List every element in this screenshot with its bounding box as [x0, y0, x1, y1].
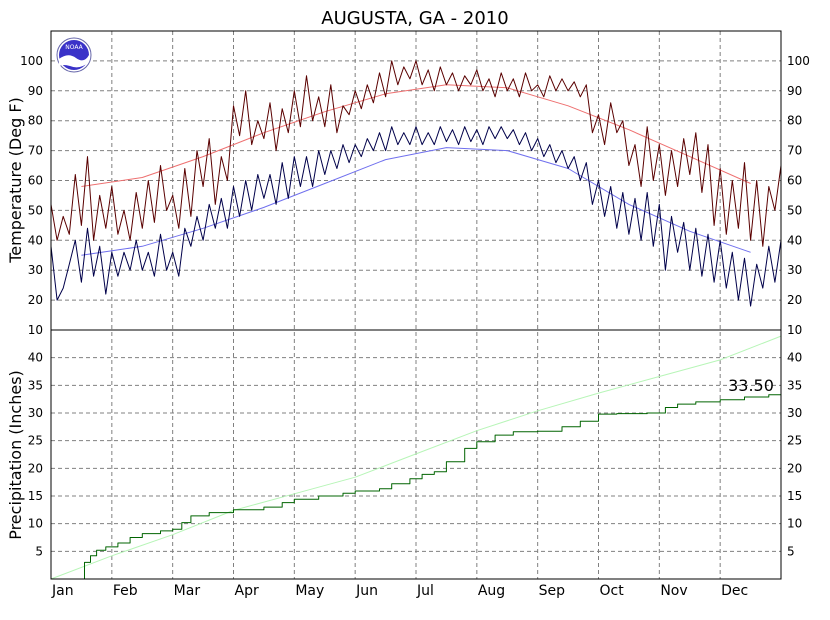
series-layer: [50, 60, 782, 580]
temperature-tick-label-left: 90: [28, 84, 43, 98]
axis-layer: 10 10 20 20 30 30 40 40 50 50 60 60 70 70 80 80 90 90 100 1…: [20, 54, 810, 599]
precipitation-tick-label-left: 30: [28, 406, 43, 420]
precipitation-tick-label-right: 30: [787, 406, 802, 420]
temperature-tick-label-right: 30: [787, 263, 802, 277]
daily-low-line: [50, 126, 782, 307]
precipitation-tick-label-right: 20: [787, 461, 802, 475]
month-tick-label: Oct: [600, 583, 625, 599]
precipitation-tick-label-right: 40: [787, 351, 802, 365]
month-tick-label: Mar: [174, 583, 201, 599]
chart-title: AUGUSTA, GA - 2010: [321, 8, 508, 29]
precipitation-tick-label-left: 5: [35, 544, 43, 558]
temperature-axis-label: Temperature (Deg F): [6, 97, 25, 264]
precipitation-tick-label-right: 25: [787, 434, 802, 448]
temperature-tick-label-left: 80: [28, 114, 43, 128]
precipitation-total-annotation: 33.50: [728, 376, 774, 395]
month-tick-label: Apr: [235, 583, 259, 599]
precipitation-axis-label: Precipitation (Inches): [6, 370, 25, 540]
temperature-tick-label-right: 90: [787, 84, 802, 98]
temperature-tick-label-right: 60: [787, 174, 802, 188]
precipitation-tick-label-right: 5: [787, 544, 795, 558]
normal-precipitation-line: [50, 335, 782, 580]
month-tick-label: May: [295, 583, 324, 599]
precipitation-tick-label-left: 25: [28, 434, 43, 448]
precipitation-tick-label-right: 15: [787, 489, 802, 503]
temperature-tick-label-right: 70: [787, 144, 802, 158]
grid-layer: [51, 31, 781, 579]
temperature-tick-label-left: 40: [28, 233, 43, 247]
observed-precipitation-line: [51, 393, 782, 580]
temperature-tick-label-right: 80: [787, 114, 802, 128]
precipitation-tick-label-left: 15: [28, 489, 43, 503]
month-tick-label: Jun: [355, 583, 378, 599]
temperature-tick-label-left: 70: [28, 144, 43, 158]
month-tick-label: Feb: [113, 583, 138, 599]
precipitation-tick-label-left: 40: [28, 351, 43, 365]
precipitation-tick-label-right: 10: [787, 517, 802, 531]
normal-high-line: [81, 84, 751, 187]
precipitation-tick-label-left: 10: [28, 517, 43, 531]
temperature-tick-label-left: 20: [28, 293, 43, 307]
precipitation-tick-label-left: 20: [28, 461, 43, 475]
normal-low-line: [81, 147, 751, 256]
precipitation-tick-label-left: 35: [28, 378, 43, 392]
precipitation-plot-frame: [50, 329, 782, 580]
temperature-tick-label-right: 10: [787, 323, 802, 337]
noaa-logo-icon: NOAA: [56, 37, 92, 73]
month-tick-label: Aug: [478, 583, 505, 599]
temperature-tick-label-left: 30: [28, 263, 43, 277]
temperature-tick-label-left: 60: [28, 174, 43, 188]
month-tick-label: Jan: [51, 583, 74, 599]
temperature-tick-label-left: 10: [28, 323, 43, 337]
month-tick-label: Dec: [721, 583, 748, 599]
precipitation-tick-label-right: 35: [787, 378, 802, 392]
temperature-tick-label-right: 50: [787, 203, 802, 217]
temperature-tick-label-right: 100: [787, 54, 810, 68]
temperature-tick-label-right: 20: [787, 293, 802, 307]
temperature-tick-label-left: 100: [20, 54, 43, 68]
month-tick-label: Nov: [660, 583, 687, 599]
daily-high-line: [50, 60, 782, 247]
temperature-tick-label-left: 50: [28, 203, 43, 217]
temperature-tick-label-right: 40: [787, 233, 802, 247]
month-tick-label: Sep: [539, 583, 566, 599]
logo-text: NOAA: [65, 44, 83, 51]
month-tick-label: Jul: [416, 583, 434, 599]
